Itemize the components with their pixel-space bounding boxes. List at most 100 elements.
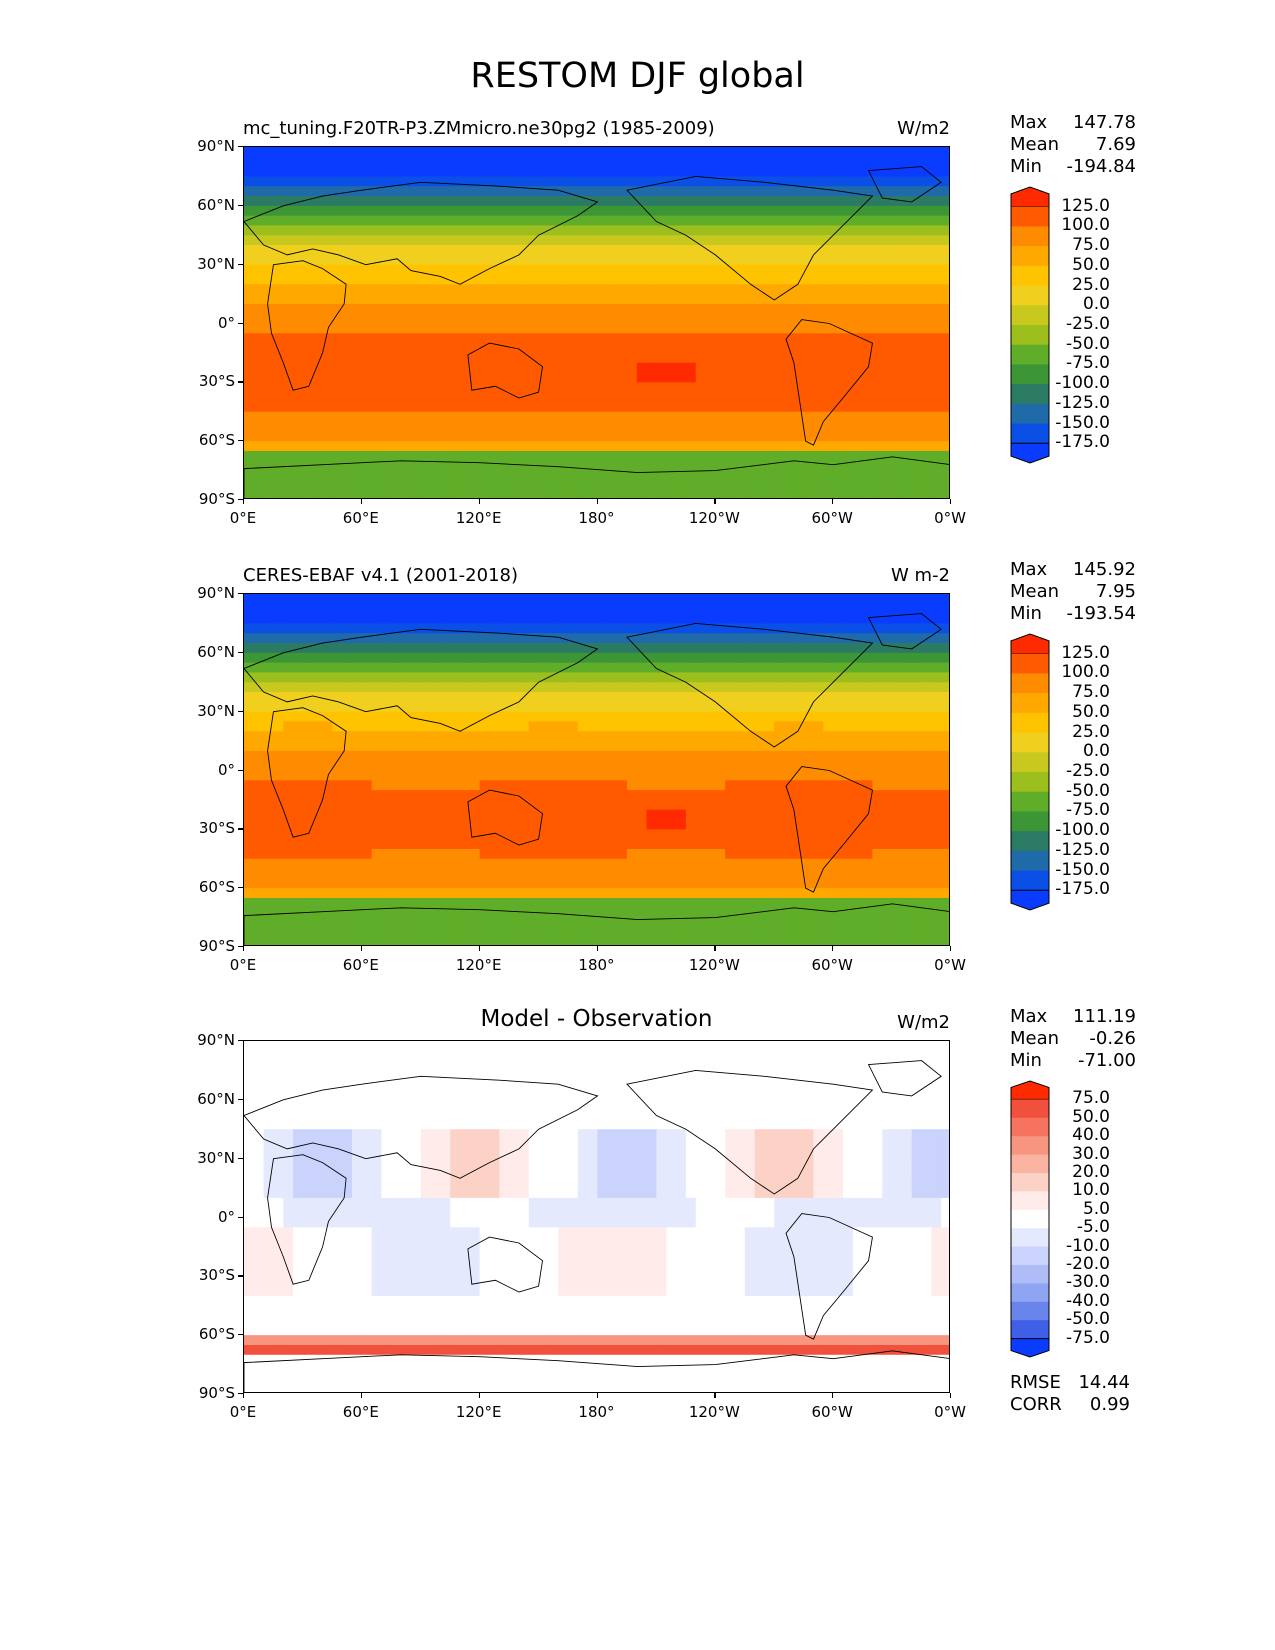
field-cell xyxy=(381,888,392,899)
field-cell xyxy=(911,294,922,305)
field-cell xyxy=(705,623,716,634)
field-cell xyxy=(725,460,736,471)
field-cell xyxy=(577,643,589,654)
field-cell xyxy=(528,294,539,305)
field-cell xyxy=(420,888,431,899)
field-cell xyxy=(420,731,431,742)
field-cell xyxy=(607,225,618,236)
field-cell xyxy=(872,750,883,762)
field-cell xyxy=(656,809,667,820)
field-cell xyxy=(931,819,942,830)
field-cell xyxy=(430,780,441,791)
field-cell xyxy=(499,431,510,442)
field-cell xyxy=(489,633,500,644)
field-cell xyxy=(774,692,785,703)
field-cell xyxy=(764,721,775,732)
field-cell xyxy=(793,790,805,801)
field-cell xyxy=(725,235,736,246)
field-cell xyxy=(371,731,382,742)
field-cell xyxy=(754,633,765,644)
field-cell xyxy=(626,790,638,801)
field-cell xyxy=(244,799,255,811)
field-cell xyxy=(626,662,638,673)
field-cell xyxy=(479,490,490,498)
field-cell xyxy=(558,421,569,432)
field-cell xyxy=(381,721,392,732)
field-cell xyxy=(401,770,412,781)
field-cell xyxy=(744,313,756,324)
field-cell xyxy=(509,294,520,305)
field-cell xyxy=(322,421,333,432)
field-cell xyxy=(813,829,824,840)
field-cell xyxy=(479,780,490,791)
field-cell xyxy=(469,643,481,654)
field-cell xyxy=(430,741,441,752)
field-cell xyxy=(931,235,942,246)
field-cell xyxy=(489,878,500,889)
field-cell xyxy=(401,382,412,393)
field-cell xyxy=(420,848,431,860)
field-cell xyxy=(882,254,893,266)
field-cell xyxy=(793,633,805,644)
field-cell xyxy=(636,819,647,830)
field-cell xyxy=(332,450,343,462)
field-cell xyxy=(764,878,775,889)
field-cell xyxy=(371,401,382,413)
field-cell xyxy=(882,672,893,683)
field-cell xyxy=(911,829,922,840)
field-cell xyxy=(941,254,949,266)
field-cell xyxy=(381,490,392,498)
field-cell xyxy=(283,741,294,752)
field-cell xyxy=(901,594,913,605)
field-cell xyxy=(626,401,638,413)
field-cell xyxy=(420,441,431,452)
field-cell xyxy=(842,799,854,811)
field-cell xyxy=(676,480,687,491)
field-cell xyxy=(646,176,657,187)
field-cell xyxy=(882,284,893,295)
field-cell xyxy=(842,790,854,801)
field-cell xyxy=(528,186,539,197)
field-cell xyxy=(793,711,805,722)
field-cell xyxy=(911,450,922,462)
field-cell xyxy=(479,166,490,177)
field-cell xyxy=(352,701,363,713)
field-cell xyxy=(509,254,520,266)
field-cell xyxy=(371,196,382,207)
field-cell xyxy=(263,441,274,452)
field-cell xyxy=(577,205,589,217)
field-cell xyxy=(941,372,949,383)
field-cell xyxy=(450,156,461,168)
field-cell xyxy=(607,450,618,462)
field-cell xyxy=(597,401,608,413)
field-cell xyxy=(361,878,373,889)
field-cell xyxy=(430,382,441,393)
field-cell xyxy=(518,205,530,217)
field-cell xyxy=(391,633,402,644)
field-cell xyxy=(420,372,431,383)
field-cell xyxy=(352,480,363,491)
field-cell xyxy=(489,450,500,462)
field-cell xyxy=(460,603,471,615)
field-cell xyxy=(597,623,608,634)
field-cell xyxy=(361,323,373,334)
field-cell xyxy=(283,303,294,315)
field-cell xyxy=(911,352,922,364)
field-cell xyxy=(548,264,559,275)
field-cell xyxy=(705,731,716,742)
field-cell xyxy=(538,333,549,344)
field-cell xyxy=(273,166,284,177)
field-cell xyxy=(332,225,343,236)
lon-tick-label: 120°W xyxy=(688,509,740,527)
field-cell xyxy=(813,662,824,673)
field-cell xyxy=(685,264,697,275)
field-cell xyxy=(558,878,569,889)
field-cell xyxy=(410,750,422,762)
field-cell xyxy=(293,839,304,850)
field-cell xyxy=(450,362,461,373)
field-cell xyxy=(695,490,706,498)
field-cell xyxy=(253,799,265,811)
field-cell xyxy=(705,460,716,471)
field-cell xyxy=(558,839,569,850)
field-cell xyxy=(342,623,353,634)
